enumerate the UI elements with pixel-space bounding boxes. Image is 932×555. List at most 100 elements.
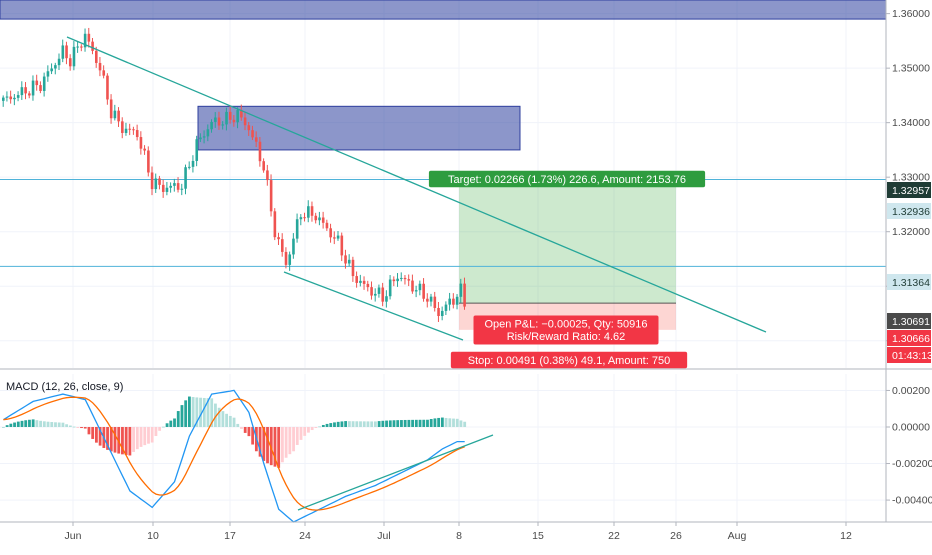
trendlines[interactable] bbox=[66, 36, 767, 341]
candle-down bbox=[266, 170, 269, 181]
candle-down bbox=[277, 237, 280, 240]
x-tick-label: 26 bbox=[670, 530, 682, 542]
target-zone[interactable] bbox=[459, 179, 676, 304]
macd-hist-bar bbox=[344, 421, 348, 427]
macd-hist-bar bbox=[39, 420, 42, 427]
candle-down bbox=[321, 217, 325, 223]
macd-hist-bar bbox=[359, 421, 362, 427]
price-badge-text: 1.32936 bbox=[892, 206, 930, 218]
macd-hist-bar bbox=[418, 419, 422, 427]
candle-up bbox=[31, 80, 35, 96]
candle-down bbox=[95, 50, 98, 63]
candle-up bbox=[188, 166, 191, 168]
drawings[interactable] bbox=[0, 0, 887, 330]
candle-down bbox=[98, 62, 102, 71]
macd-hist-bar bbox=[243, 426, 247, 433]
macd-hist-bar bbox=[236, 423, 240, 427]
price-badge-text: 1.31364 bbox=[892, 277, 930, 289]
candle-up bbox=[459, 283, 463, 297]
candle-down bbox=[433, 296, 437, 308]
candle-down bbox=[366, 283, 370, 288]
candle-up bbox=[292, 238, 295, 255]
macd-hist-bar bbox=[217, 407, 221, 427]
macd-hist-bar bbox=[109, 426, 113, 452]
candle-up bbox=[347, 259, 351, 264]
macd-hist-bar bbox=[2, 426, 5, 428]
candle-down bbox=[251, 130, 254, 138]
candles bbox=[2, 27, 466, 322]
candle-up bbox=[57, 58, 61, 66]
macd-pane: MACD (12, 26, close, 9) 0.00200 0.00000 -0.… bbox=[2, 381, 932, 523]
candle-down bbox=[109, 99, 113, 119]
stop-label-bg bbox=[450, 351, 688, 369]
macd-hist-bar bbox=[80, 426, 83, 429]
macd-hist-bar bbox=[403, 419, 407, 427]
macd-hist-bar bbox=[24, 420, 28, 427]
macd-hist-bar bbox=[5, 425, 9, 427]
macd-hist-bar bbox=[210, 398, 214, 427]
macd-hist-bar bbox=[247, 426, 251, 437]
price-badge-dark bbox=[887, 182, 931, 198]
macd-hist-bar bbox=[240, 426, 243, 429]
macd-hist-bar bbox=[459, 420, 463, 427]
candle-up bbox=[195, 139, 199, 161]
macd-hist-bar bbox=[124, 426, 128, 455]
candle-down bbox=[232, 119, 236, 123]
candle-down bbox=[392, 279, 396, 282]
macd-hist-bar bbox=[370, 421, 374, 427]
macd-hist-bar bbox=[225, 413, 228, 427]
macd-hist-bar bbox=[463, 421, 467, 427]
macd-hist-bar bbox=[262, 426, 266, 461]
candle-up bbox=[295, 219, 299, 239]
macd-hist-bar bbox=[121, 426, 124, 455]
candle-up bbox=[16, 95, 20, 98]
candle-up bbox=[214, 117, 217, 122]
price-badge-text: 1.30666 bbox=[892, 333, 930, 345]
descending-trendline[interactable] bbox=[66, 36, 767, 333]
candle-down bbox=[411, 280, 414, 292]
macd-hist-bar bbox=[455, 418, 459, 427]
macd-hist-bar bbox=[362, 421, 366, 427]
macd-divergence-line[interactable] bbox=[297, 434, 494, 511]
macd-hist-bar bbox=[284, 426, 288, 458]
candle-down bbox=[281, 239, 284, 252]
candle-down bbox=[102, 70, 106, 76]
macd-hist-bar bbox=[9, 423, 13, 427]
candle-down bbox=[117, 110, 120, 122]
candle-up bbox=[418, 283, 422, 291]
candle-up bbox=[307, 206, 310, 218]
axes: 1.360001.350001.340001.330001.320001.310… bbox=[0, 0, 932, 542]
macd-hist-bar bbox=[202, 397, 206, 427]
candle-up bbox=[414, 290, 418, 292]
candle-up bbox=[169, 185, 172, 188]
candle-up bbox=[448, 298, 451, 305]
macd-hist-bar bbox=[61, 422, 65, 427]
x-tick-label: Jun bbox=[65, 530, 82, 542]
macd-hist-bar bbox=[65, 424, 69, 427]
channel-line[interactable] bbox=[283, 271, 464, 341]
macd-hist-bar bbox=[228, 415, 232, 427]
macd-hist-bar bbox=[295, 426, 299, 445]
supply-zone-mid[interactable] bbox=[197, 105, 521, 151]
macd-hist-bar bbox=[277, 426, 281, 468]
candle-up bbox=[374, 293, 377, 296]
macd-hist-bar bbox=[98, 426, 102, 446]
macd-hist-bar bbox=[422, 419, 426, 427]
macd-hist-bar bbox=[87, 426, 91, 435]
target-label-text: Target: 0.02266 (1.73%) 226.6, Amount: 2… bbox=[448, 174, 686, 186]
candle-down bbox=[132, 129, 135, 131]
candle-up bbox=[455, 296, 459, 305]
candle-down bbox=[452, 298, 455, 305]
x-tick-label: 17 bbox=[224, 530, 236, 542]
macd-hist-bar bbox=[165, 423, 169, 427]
target-label-bg bbox=[428, 170, 706, 188]
candle-down bbox=[254, 137, 258, 142]
candle-down bbox=[135, 130, 139, 138]
macd-hist-bar bbox=[333, 422, 336, 427]
candle-up bbox=[5, 96, 9, 98]
macd-hist-bar bbox=[50, 422, 54, 427]
candle-down bbox=[24, 87, 27, 94]
supply-zone-top[interactable] bbox=[0, 0, 887, 20]
